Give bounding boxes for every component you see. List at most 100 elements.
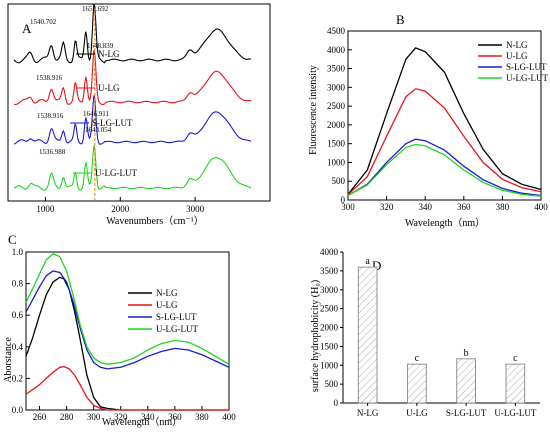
panel-d-bar-s-lg-lut [456, 358, 476, 404]
panel-c-x-tick-label: 340 [141, 412, 155, 422]
panel-b-letter: B [396, 12, 405, 27]
panel-b-x-label: Wavelength（nm） [405, 217, 485, 229]
panel-d-bar-label: c [415, 353, 420, 364]
panel-c-legend-label-u-lg: U-LG [156, 300, 178, 310]
panel-c-y-tick-label: 1.0 [12, 247, 24, 257]
panel-c-x-label: Wavelength（nm） [102, 416, 182, 428]
panel-c-line-u-lg [25, 365, 229, 411]
panel-b-y-tick-label: 1000 [327, 157, 346, 167]
panel-d-category-label: U-LG-LUT [494, 408, 536, 418]
panel-a-x-tick-label: 1000 [36, 204, 55, 214]
panel-a-name-u-lg-lut: U-LG-LUT [95, 168, 137, 178]
panel-b-legend-label-s-lg-lut: S-LG-LUT [506, 62, 547, 72]
panel-d-y-tick-label: 2500 [320, 304, 339, 314]
panel-d-axes: 0 500 1000 1500 2000 2500 3000 3500 4000 [320, 247, 540, 408]
panel-b-legend-label-u-lg-lut: U-LG-LUT [506, 73, 548, 83]
panel-a-annotations: 1652.692 1540.702 1648.839 1538.916 1646.911… [30, 5, 114, 156]
panel-a-name-n-lg: N-LG [98, 49, 120, 59]
panel-c: C Aborstance Wavelength（nm） 260 280 300 320… [3, 232, 236, 428]
panel-b-x-tick-label: 360 [457, 202, 471, 212]
panel-a-frame [7, 3, 271, 202]
panel-a-annotation: 1536.988 [39, 148, 66, 156]
panel-d-letter: D [372, 258, 381, 273]
panel-c-y-tick-label: 0.0 [12, 405, 24, 415]
panel-c-x-tick-label: 400 [222, 412, 236, 422]
panel-a-annotation: 1538.916 [37, 112, 64, 120]
panel-c-y-label: Aborstance [3, 337, 14, 383]
panel-a-line-n-lg [13, 4, 252, 64]
panel-d-y-tick-label: 3000 [320, 285, 339, 295]
panel-a-annotation: 1652.692 [82, 5, 109, 13]
panel-c-x-tick-label: 320 [114, 412, 128, 422]
panel-c-legend-label-s-lg-lut: S-LG-LUT [156, 312, 197, 322]
panel-b-y-tick-label: 500 [332, 176, 346, 186]
panel-a-x-tick-label: 2000 [111, 204, 130, 214]
panel-a-line-u-lg-lut [13, 145, 252, 191]
panel-b-y-tick-label: 2000 [327, 120, 346, 130]
panel-d-category-label: S-LG-LUT [446, 408, 487, 418]
panel-d-category-label: N-LG [357, 408, 379, 418]
panel-a-annotation: 1538.916 [36, 74, 63, 82]
panel-a-x-ticks: 1000 2000 3000 [36, 197, 205, 214]
panel-c-x-tick-label: 360 [168, 412, 182, 422]
panel-b-y-tick-label: 3500 [327, 64, 346, 74]
panel-d-y-tick-label: 0 [334, 398, 339, 408]
panel-a-line-s-lg-lut [13, 95, 252, 145]
panel-d-bar-u-lg [407, 363, 427, 404]
panel-b-legend-label-n-lg: N-LG [506, 40, 528, 50]
panel-b-line-s-lg-lut [347, 138, 542, 197]
panel-a-name-u-lg: U-LG [98, 83, 120, 93]
panel-c-letter: C [8, 232, 17, 247]
panel-b-y-label: Fluorescence intensity [308, 65, 319, 155]
panel-a: A 1000 2000 3000 Wavenumbers（cm⁻¹） 1652.69… [7, 3, 271, 227]
panel-c-x-tick-label: 280 [60, 412, 74, 422]
panel-c-frame [25, 251, 230, 411]
panel-a-x-label: Wavenumbers（cm⁻¹） [106, 215, 203, 227]
panel-a-annotation: 1648.839 [87, 42, 114, 50]
panel-b-y-tick-label: 3000 [327, 82, 346, 92]
panel-d-y-tick-label: 500 [325, 379, 339, 389]
panel-c-line-u-lg-lut [25, 252, 230, 365]
panel-b: B Fluorescence intensity Wavelength（nm） … [308, 12, 548, 229]
panel-c-y-tick-label: 0.8 [12, 279, 24, 289]
panel-c-legend-label-n-lg: N-LG [156, 288, 178, 298]
panel-d-y-tick-label: 3500 [320, 266, 339, 276]
panel-b-x-tick-label: 300 [341, 202, 355, 212]
panel-b-line-u-lg-lut [347, 143, 542, 197]
panel-a-name-s-lg-lut: S-LG-LUT [92, 118, 133, 128]
panel-d-category-label: U-LG [406, 408, 428, 418]
panel-d-bar-label: a [365, 256, 370, 267]
panel-d-y-tick-label: 4000 [320, 247, 339, 257]
panel-b-line-u-lg [347, 88, 542, 196]
panel-d-bars: a N-LG c U-LG b S-LG-LUT c U-LG-LUT [357, 256, 537, 418]
panel-b-y-tick-label: 4000 [327, 45, 346, 55]
panel-c-y-tick-label: 0.4 [12, 342, 24, 352]
panel-d-y-tick-label: 2000 [320, 323, 339, 333]
panel-b-legend-label-u-lg: U-LG [506, 51, 528, 61]
panel-b-y-tick-label: 1500 [327, 139, 346, 149]
panel-b-x-tick-label: 400 [534, 202, 548, 212]
panel-b-line-n-lg [347, 47, 542, 195]
panel-b-y-tick-label: 4500 [327, 26, 346, 36]
panel-d-bar-label: c [513, 353, 518, 364]
panel-b-lines [347, 47, 542, 197]
panel-d: D surface hydrophobicity (H₀) 0 500 1000 15… [310, 247, 540, 418]
panel-a-x-tick-label: 3000 [186, 204, 205, 214]
panel-a-annotation: 1540.702 [30, 18, 57, 26]
panel-b-x-tick-label: 320 [380, 202, 394, 212]
panel-d-y-label: surface hydrophobicity (H₀) [310, 280, 321, 392]
panel-c-line-s-lg-lut [25, 270, 230, 370]
panel-c-line-n-lg [25, 276, 229, 411]
panel-c-x-tick-label: 300 [87, 412, 101, 422]
panel-a-line-u-lg [13, 50, 252, 106]
panel-b-x-tick-label: 380 [496, 202, 510, 212]
panel-d-y-tick-label: 1000 [320, 360, 339, 370]
panel-c-y-tick-label: 0.6 [12, 310, 24, 320]
panel-c-axes: 260 280 300 320 340 360 380 400 0.0 0.2 0.4 0.6 0.8 1… [12, 247, 237, 422]
panel-b-frame [347, 30, 542, 201]
panel-a-letter: A [22, 21, 32, 36]
panel-c-x-tick-label: 380 [195, 412, 209, 422]
panel-b-x-tick-label: 340 [418, 202, 432, 212]
